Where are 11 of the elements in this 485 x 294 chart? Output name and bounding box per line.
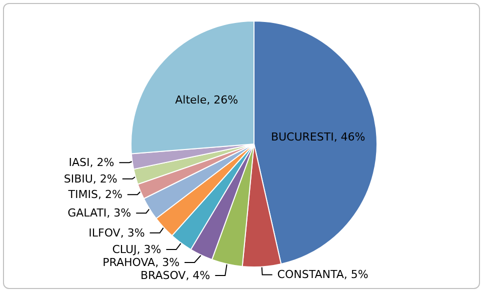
slice-label: CONSTANTA, 5% bbox=[277, 268, 368, 282]
slice-label: PRAHOVA, 3% bbox=[102, 256, 180, 269]
slice-label: SIBIU, 2% bbox=[64, 172, 118, 186]
slice-label: Altele, 26% bbox=[175, 94, 238, 107]
slice-label: CLUJ, 3% bbox=[112, 242, 162, 256]
slice-label: IASI, 2% bbox=[68, 156, 114, 170]
slice-label: GALATI, 3% bbox=[68, 206, 132, 220]
slice-label: BRASOV, 4% bbox=[140, 268, 210, 282]
slice-label: ILFOV, 3% bbox=[88, 226, 145, 240]
slice-label: TIMIS, 2% bbox=[67, 188, 122, 202]
slice-label: BUCURESTI, 46% bbox=[270, 130, 366, 144]
